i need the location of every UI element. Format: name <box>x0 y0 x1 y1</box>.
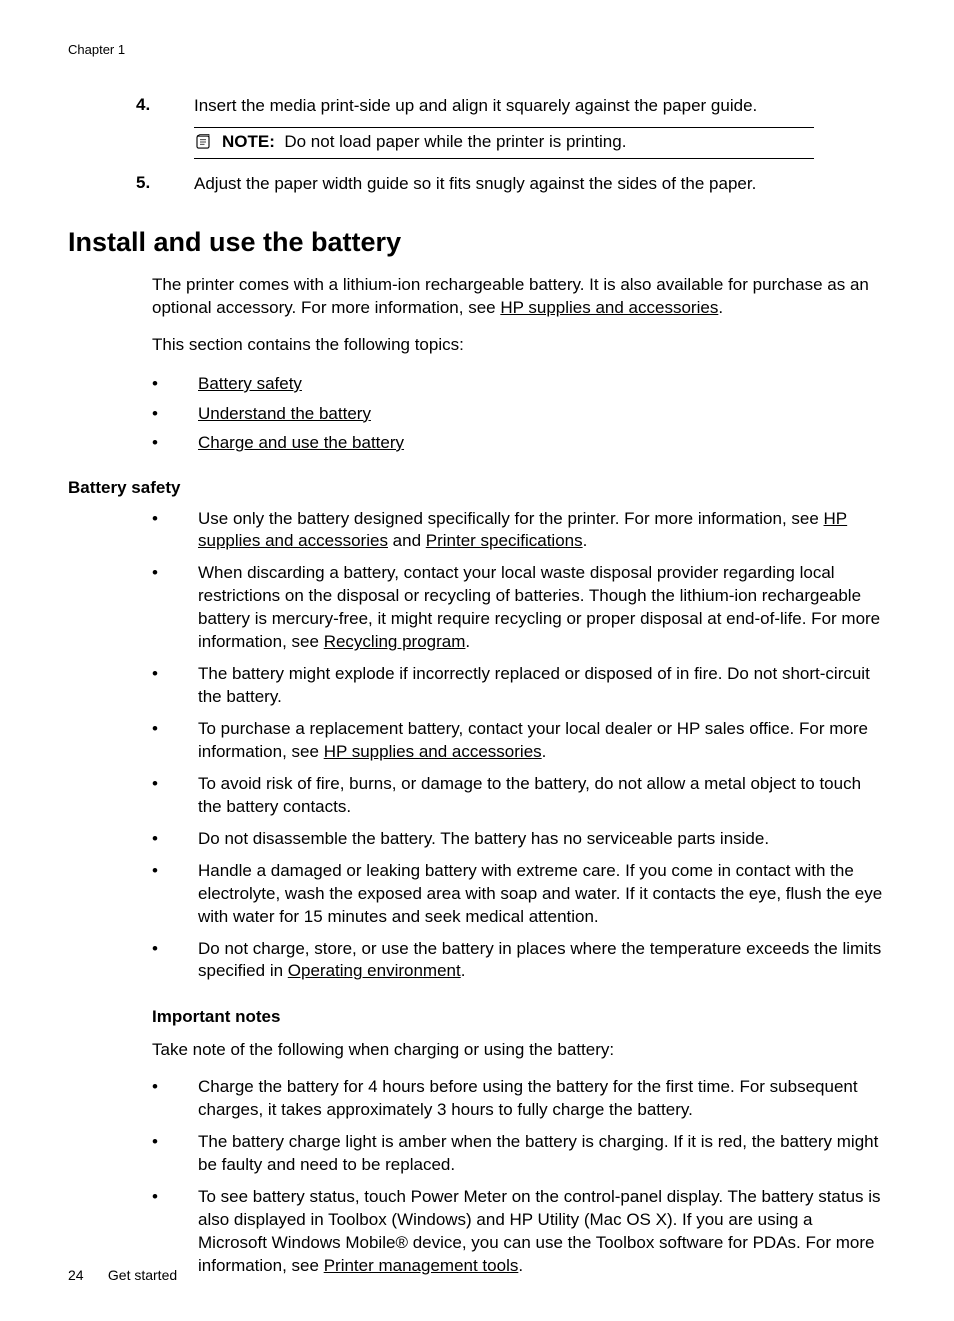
item-text: Do not disassemble the battery. The batt… <box>198 828 769 851</box>
item-number: 5. <box>136 173 194 195</box>
note-body: Do not load paper while the printer is p… <box>284 132 626 151</box>
text: The battery charge light is amber when t… <box>198 1132 878 1174</box>
topic-list: •Battery safety•Understand the battery•C… <box>152 371 886 456</box>
bullet: • <box>152 562 198 654</box>
bullet: • <box>152 401 198 427</box>
list-item: •Handle a damaged or leaking battery wit… <box>152 860 886 929</box>
list-item: •To avoid risk of fire, burns, or damage… <box>152 773 886 819</box>
topic-link[interactable]: Understand the battery <box>198 404 371 423</box>
text: Handle a damaged or leaking battery with… <box>198 861 882 926</box>
link[interactable]: Printer specifications <box>426 531 583 550</box>
bullet: • <box>152 1131 198 1177</box>
item-number: 4. <box>136 95 194 117</box>
text: Do not disassemble the battery. The batt… <box>198 829 769 848</box>
list-item: •Do not disassemble the battery. The bat… <box>152 828 886 851</box>
intro-paragraph: The printer comes with a lithium-ion rec… <box>152 274 886 320</box>
safety-list: •Use only the battery designed specifica… <box>152 508 886 984</box>
text: To avoid risk of fire, burns, or damage … <box>198 774 861 816</box>
note-text: NOTE: Do not load paper while the printe… <box>222 132 626 152</box>
item-text: Charge the battery for 4 hours before us… <box>198 1076 886 1122</box>
item-text: Use only the battery designed specifical… <box>198 508 886 554</box>
item-text: The battery might explode if incorrectly… <box>198 663 886 709</box>
bullet: • <box>152 773 198 819</box>
item-text: To see battery status, touch Power Meter… <box>198 1186 886 1278</box>
list-item: 5. Adjust the paper width guide so it fi… <box>136 173 886 195</box>
list-item: •Battery safety <box>152 371 886 397</box>
link[interactable]: Printer management tools <box>324 1256 519 1275</box>
page-number: 24 <box>68 1267 104 1283</box>
item-text: Do not charge, store, or use the battery… <box>198 938 886 984</box>
link[interactable]: Operating environment <box>288 961 461 980</box>
item-text: Handle a damaged or leaking battery with… <box>198 860 886 929</box>
numbered-list: 4. Insert the media print-side up and al… <box>136 95 886 117</box>
section-intro: This section contains the following topi… <box>152 334 886 357</box>
bullet: • <box>152 1076 198 1122</box>
text: When discarding a battery, contact your … <box>198 563 880 651</box>
note-icon <box>194 133 212 151</box>
note-label: NOTE: <box>222 132 275 151</box>
link[interactable]: HP supplies and accessories <box>324 742 542 761</box>
bullet: • <box>152 663 198 709</box>
bullet: • <box>152 828 198 851</box>
list-item: •To see battery status, touch Power Mete… <box>152 1186 886 1278</box>
list-item: •Charge the battery for 4 hours before u… <box>152 1076 886 1122</box>
bullet: • <box>152 1186 198 1278</box>
footer-title: Get started <box>108 1267 177 1283</box>
text: . <box>465 632 470 651</box>
chapter-label: Chapter 1 <box>68 42 886 57</box>
item-text: The battery charge light is amber when t… <box>198 1131 886 1177</box>
list-item: 4. Insert the media print-side up and al… <box>136 95 886 117</box>
item-text: Adjust the paper width guide so it fits … <box>194 173 756 195</box>
page-footer: 24 Get started <box>68 1267 177 1283</box>
bullet: • <box>152 430 198 456</box>
item-text: Insert the media print-side up and align… <box>194 95 757 117</box>
text: To see battery status, touch Power Meter… <box>198 1187 881 1275</box>
numbered-list: 5. Adjust the paper width guide so it fi… <box>136 173 886 195</box>
item-text: To purchase a replacement battery, conta… <box>198 718 886 764</box>
text: . <box>518 1256 523 1275</box>
list-item: •The battery might explode if incorrectl… <box>152 663 886 709</box>
item-text: To avoid risk of fire, burns, or damage … <box>198 773 886 819</box>
bullet: • <box>152 938 198 984</box>
text: . <box>583 531 588 550</box>
note-box: NOTE: Do not load paper while the printe… <box>194 127 814 159</box>
list-item: •Do not charge, store, or use the batter… <box>152 938 886 984</box>
topic-link[interactable]: Battery safety <box>198 374 302 393</box>
item-text: When discarding a battery, contact your … <box>198 562 886 654</box>
heading-install-battery: Install and use the battery <box>68 227 886 258</box>
text: Use only the battery designed specifical… <box>198 509 824 528</box>
list-item: •Understand the battery <box>152 401 886 427</box>
heading-important-notes: Important notes <box>152 1007 886 1027</box>
notes-intro: Take note of the following when charging… <box>152 1039 886 1062</box>
list-item: •Use only the battery designed specifica… <box>152 508 886 554</box>
topic-link[interactable]: Charge and use the battery <box>198 433 404 452</box>
link-hp-supplies[interactable]: HP supplies and accessories <box>500 298 718 317</box>
list-item: •The battery charge light is amber when … <box>152 1131 886 1177</box>
link[interactable]: Recycling program <box>324 632 466 651</box>
heading-battery-safety: Battery safety <box>68 478 886 498</box>
list-item: •When discarding a battery, contact your… <box>152 562 886 654</box>
list-item: •To purchase a replacement battery, cont… <box>152 718 886 764</box>
bullet: • <box>152 860 198 929</box>
notes-list: •Charge the battery for 4 hours before u… <box>152 1076 886 1278</box>
text: and <box>388 531 426 550</box>
text: Charge the battery for 4 hours before us… <box>198 1077 858 1119</box>
text: . <box>718 298 723 317</box>
bullet: • <box>152 718 198 764</box>
text: . <box>542 742 547 761</box>
text: The battery might explode if incorrectly… <box>198 664 870 706</box>
text: . <box>461 961 466 980</box>
bullet: • <box>152 508 198 554</box>
list-item: •Charge and use the battery <box>152 430 886 456</box>
bullet: • <box>152 371 198 397</box>
